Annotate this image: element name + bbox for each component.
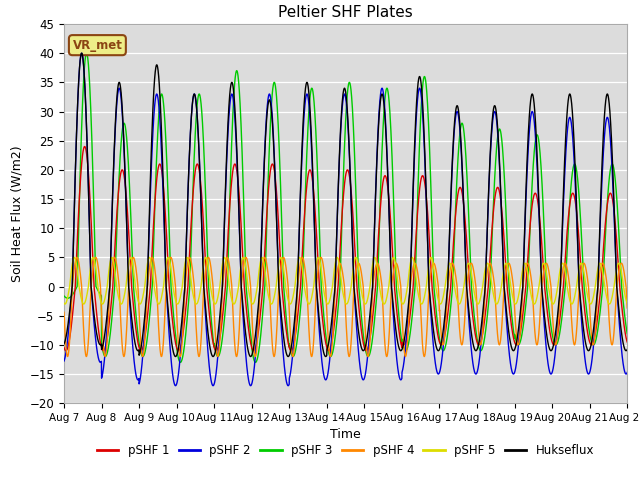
Text: VR_met: VR_met [72, 39, 122, 52]
X-axis label: Time: Time [330, 429, 361, 442]
Legend: pSHF 1, pSHF 2, pSHF 3, pSHF 4, pSHF 5, Hukseflux: pSHF 1, pSHF 2, pSHF 3, pSHF 4, pSHF 5, … [92, 439, 599, 462]
Title: Peltier SHF Plates: Peltier SHF Plates [278, 5, 413, 20]
Y-axis label: Soil Heat Flux (W/m2): Soil Heat Flux (W/m2) [11, 145, 24, 282]
